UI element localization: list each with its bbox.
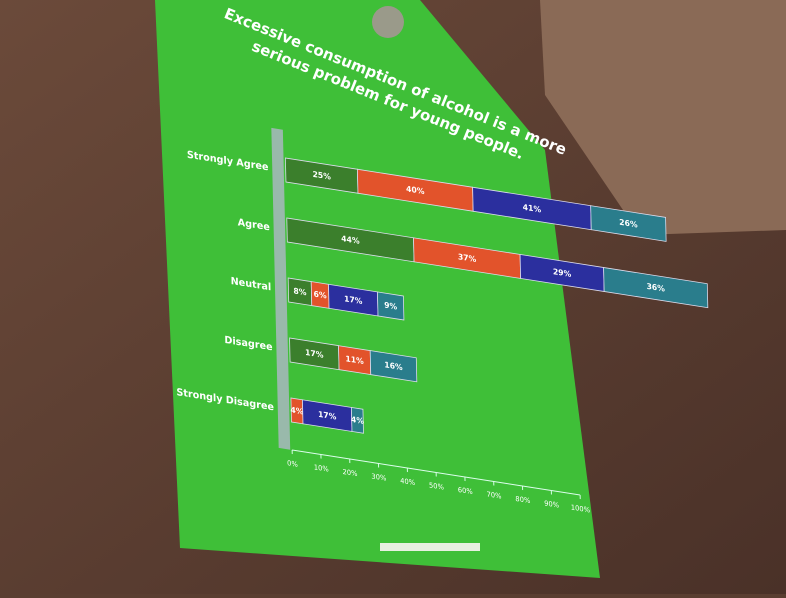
legend-box (380, 543, 480, 551)
ceiling-fixture (372, 6, 404, 38)
